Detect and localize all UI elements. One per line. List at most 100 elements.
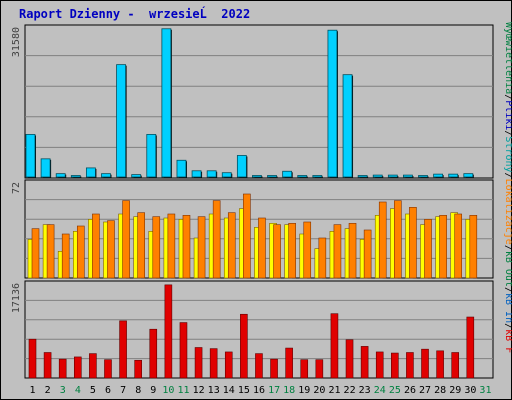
- visits-bar: [463, 173, 474, 178]
- hits-bar: [303, 221, 312, 279]
- legend-entry: /: [503, 323, 512, 329]
- hits-bar: [409, 207, 417, 279]
- visits-bar: [176, 159, 187, 178]
- visits-bar: [206, 170, 217, 178]
- visits-bar: [448, 173, 459, 178]
- day-label: 10: [162, 385, 174, 396]
- day-label: 1: [30, 385, 36, 396]
- hits-bar: [273, 224, 281, 279]
- chart-panel-2: 72: [11, 179, 494, 279]
- day-label: 19: [298, 385, 310, 396]
- legend-entry: kB F: [503, 329, 512, 353]
- visits-bar: [161, 28, 172, 178]
- hits-bar: [31, 228, 40, 279]
- hits-bar: [227, 212, 236, 279]
- kb-bar: [194, 347, 203, 379]
- hits-bar: [288, 223, 296, 279]
- kb-bar: [330, 313, 339, 379]
- day-label: 6: [105, 385, 111, 396]
- panel-border: [24, 24, 494, 179]
- kb-bar: [224, 351, 233, 379]
- day-label: 11: [177, 385, 189, 396]
- hits-bar: [394, 200, 402, 279]
- hits-bar: [424, 219, 432, 279]
- kb-bar: [285, 347, 293, 379]
- hits-bar: [378, 201, 387, 279]
- day-label: 13: [208, 385, 220, 396]
- kb-bar: [134, 359, 142, 379]
- hits-bar: [439, 215, 447, 279]
- day-label: 28: [434, 385, 446, 396]
- visits-bar: [267, 175, 277, 178]
- hits-bar: [61, 233, 70, 279]
- visits-bar: [236, 155, 247, 178]
- hits-bar: [107, 220, 115, 279]
- right-legend: Wyœwietlenia/Pliki/Strony/Lokalizacje/kB…: [503, 22, 512, 353]
- kb-bar: [315, 359, 324, 379]
- day-label: 25: [389, 385, 401, 396]
- legend-entry: kB Out: [503, 251, 512, 287]
- visits-bar: [342, 74, 353, 178]
- visits-bar: [372, 174, 383, 178]
- day-label: 31: [479, 385, 491, 396]
- legend-entry: kB In: [503, 293, 512, 323]
- kb-bar: [300, 359, 309, 379]
- day-label: 3: [60, 385, 66, 396]
- visits-bar: [418, 175, 428, 178]
- visits-bar: [40, 158, 51, 178]
- visits-bar: [55, 173, 66, 178]
- kb-bar: [345, 339, 354, 379]
- hits-bar: [182, 215, 191, 279]
- y-max-label: 72: [11, 182, 22, 194]
- legend-entry: /: [503, 287, 512, 293]
- hits-bar: [167, 213, 176, 279]
- legend-entry: Pliki: [503, 100, 512, 130]
- day-label: 9: [150, 385, 156, 396]
- kb-bar: [28, 338, 37, 379]
- hits-bar: [212, 200, 221, 279]
- kb-bar: [375, 351, 384, 379]
- report-title: Raport Dzienny - wrzesieĹ 2022: [19, 7, 251, 21]
- legend-entry: Strony: [503, 136, 512, 172]
- visits-bar: [312, 175, 323, 178]
- day-label: 2: [45, 385, 51, 396]
- day-label: 27: [419, 385, 431, 396]
- day-label: 4: [75, 385, 81, 396]
- hits-bar: [318, 237, 327, 279]
- kb-bar: [406, 352, 414, 379]
- chart-panel-3: 17136: [11, 280, 494, 379]
- day-label: 29: [449, 385, 461, 396]
- visits-bar: [116, 64, 126, 178]
- kb-bar: [360, 346, 369, 379]
- hits-bar: [258, 217, 266, 279]
- kb-bar: [436, 350, 444, 379]
- legend-entry: /: [503, 245, 512, 251]
- visits-bar: [297, 175, 308, 178]
- legend-entry: Lokalizacje: [503, 179, 512, 245]
- hits-bar: [454, 213, 463, 279]
- legend-entry: Wyœwietlenia: [503, 22, 512, 94]
- visits-bar: [146, 134, 157, 178]
- hits-bar: [363, 229, 372, 279]
- hits-bar: [46, 224, 55, 279]
- day-label: 22: [344, 385, 356, 396]
- day-label: 15: [238, 385, 250, 396]
- day-label: 21: [328, 385, 340, 396]
- hits-bar: [152, 216, 161, 279]
- kb-bar: [89, 353, 97, 379]
- day-label: 17: [268, 385, 280, 396]
- hits-bar: [333, 224, 342, 279]
- day-label: 7: [120, 385, 126, 396]
- kb-bar: [119, 320, 127, 379]
- hits-bar: [122, 200, 130, 279]
- visits-bar: [70, 175, 81, 178]
- day-label: 26: [404, 385, 416, 396]
- kb-bar: [43, 352, 52, 379]
- hits-bar: [348, 223, 357, 279]
- hits-bar: [76, 225, 85, 279]
- kb-bar: [73, 356, 82, 379]
- kb-bar: [270, 358, 278, 379]
- visits-bar: [101, 173, 111, 178]
- day-label: 20: [313, 385, 325, 396]
